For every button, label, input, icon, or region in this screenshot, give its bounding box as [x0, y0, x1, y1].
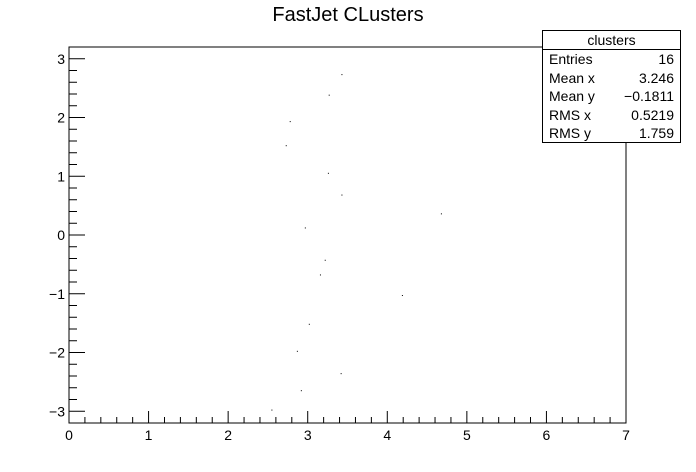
data-point [401, 295, 403, 297]
stats-value: 16 [658, 51, 674, 67]
stats-label: RMS y [549, 125, 591, 141]
x-tick-label: 6 [543, 427, 551, 443]
y-tick-label: 1 [57, 168, 65, 184]
stats-label: Entries [549, 51, 593, 67]
stats-value: 1.759 [638, 125, 674, 141]
chart-title: FastJet CLusters [272, 4, 424, 26]
data-point [324, 259, 326, 261]
data-point [271, 409, 273, 411]
stats-row-entries: Entries 16 [543, 50, 680, 69]
y-tick-label: −2 [49, 345, 65, 361]
x-tick-label: 4 [383, 427, 391, 443]
x-tick-label: 7 [622, 427, 630, 443]
y-tick-label: 3 [57, 51, 65, 67]
stats-value: 0.5219 [631, 106, 674, 123]
data-point [341, 74, 343, 76]
stats-label: Mean x [549, 69, 595, 86]
x-tick-label: 1 [145, 427, 153, 443]
stats-row-mean-y: Mean y −0.1811 [543, 87, 680, 106]
data-point [296, 350, 298, 352]
x-tick-label: 2 [224, 427, 232, 443]
data-point [304, 227, 306, 229]
stats-row-rms-y: RMS y 1.759 [543, 124, 680, 143]
data-point [289, 121, 291, 123]
y-tick-label: 2 [57, 110, 65, 126]
stats-box-name: clusters [543, 31, 680, 50]
stats-label: Mean y [549, 88, 595, 104]
data-point [327, 172, 329, 174]
x-tick-label: 5 [463, 427, 471, 443]
x-tick-label: 3 [304, 427, 312, 443]
stats-box: clusters Entries 16 Mean x 3.246 Mean y … [542, 30, 681, 143]
data-point [341, 194, 343, 196]
stats-value: 3.246 [638, 69, 674, 86]
stats-value: −0.1811 [624, 88, 674, 104]
y-tick-label: −1 [49, 286, 65, 302]
x-tick-label: 0 [65, 427, 73, 443]
stats-row-rms-x: RMS x 0.5219 [543, 106, 680, 125]
data-point [319, 274, 321, 276]
data-point [328, 94, 330, 96]
data-point [300, 390, 302, 392]
data-point [285, 145, 287, 147]
y-tick-label: −3 [49, 403, 65, 419]
data-point [440, 213, 442, 215]
stats-label: RMS x [549, 106, 591, 123]
stats-row-mean-x: Mean x 3.246 [543, 69, 680, 88]
y-tick-label: 0 [57, 227, 65, 243]
data-point [340, 373, 342, 375]
data-point [308, 323, 310, 325]
